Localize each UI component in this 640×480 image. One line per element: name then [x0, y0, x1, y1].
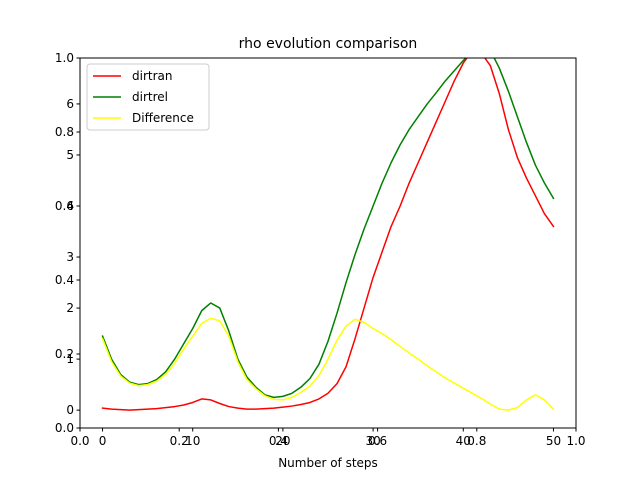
x-tick-label: 10	[185, 434, 200, 448]
frame-y-tick-label: 0.8	[55, 125, 74, 139]
y-tick-label: 4	[66, 199, 74, 213]
data-ticks: 0 10 20 30 40 50 0 1 2 3 4 5 6	[66, 97, 561, 448]
frame-x-tick-label: 0.8	[467, 434, 486, 448]
legend-box	[86, 63, 210, 131]
legend-label-dirtrel: dirtrel	[132, 90, 168, 104]
series-line-dirtrel	[101, 58, 555, 399]
x-tick-label: 40	[456, 434, 471, 448]
x-tick-label: 50	[546, 434, 561, 448]
x-tick-label: 0	[99, 434, 107, 448]
frame-y-tick-label: 0.0	[55, 421, 74, 435]
frame-x-tick-label: 1.0	[566, 434, 585, 448]
frame-y-tick-label: 0.6	[55, 199, 74, 213]
frame-x-tick-label: 0.6	[368, 434, 387, 448]
frame-x-tick-label: 0.4	[269, 434, 288, 448]
series-line-difference	[101, 317, 555, 411]
legend: dirtran dirtrel Difference	[86, 63, 210, 131]
frame-x-tick-label: 0.2	[170, 434, 189, 448]
x-tick-label: 20	[275, 434, 290, 448]
series-line-dirtran	[101, 58, 555, 411]
legend-entries: dirtran dirtrel Difference	[93, 69, 194, 125]
chart-title: rho evolution comparison	[239, 36, 418, 52]
x-axis-label: Number of steps	[278, 456, 378, 470]
x-tick-label: 30	[365, 434, 380, 448]
frame-y-tick-label: 0.2	[55, 347, 74, 361]
y-tick-label: 1	[66, 352, 74, 366]
legend-label-difference: Difference	[132, 111, 194, 125]
y-tick-label: 6	[66, 97, 74, 111]
series-layer	[101, 58, 555, 411]
plot-frame	[79, 57, 577, 429]
y-tick-label: 0	[66, 403, 74, 417]
legend-label-dirtran: dirtran	[132, 69, 172, 83]
frame-y-tick-label: 1.0	[55, 51, 74, 65]
y-tick-label: 3	[66, 250, 74, 264]
frame-ticks: 0.0 0.2 0.4 0.6 0.8 1.0 0.0 0.2 0.4 0.6 0.8 1.0	[55, 51, 586, 448]
y-tick-label: 5	[66, 148, 74, 162]
frame-x-tick-label: 0.0	[70, 434, 89, 448]
frame-y-tick-label: 0.4	[55, 273, 74, 287]
y-tick-label: 2	[66, 301, 74, 315]
